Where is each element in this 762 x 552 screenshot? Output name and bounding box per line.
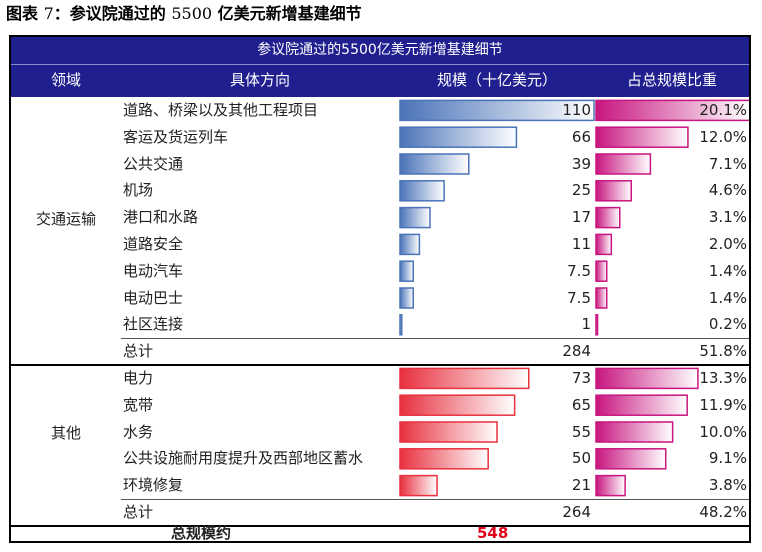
table-header: 参议院通过的5500亿美元新增基建细节 领域 具体方向 规模（十亿美元） 占总规…: [11, 37, 749, 97]
figure-text-2: 亿美元新增基建细节: [212, 4, 362, 23]
share-bar: [595, 153, 652, 175]
share-label: 1.4%: [708, 288, 747, 307]
share-label: 20.1%: [699, 101, 747, 119]
row-label: 道路、桥梁以及其他工程项目: [123, 101, 319, 119]
value-label: 73: [571, 369, 591, 387]
share-bar: [595, 180, 632, 202]
share-label: 2.0%: [708, 235, 747, 253]
value-label: 50: [571, 449, 591, 468]
share-label: 10.0%: [699, 422, 747, 441]
value-bar: [399, 314, 403, 336]
value-bar: [399, 126, 518, 148]
infrastructure-table: 参议院通过的5500亿美元新增基建细节 领域 具体方向 规模（十亿美元） 占总规…: [9, 35, 751, 543]
share-label: 12.0%: [699, 127, 747, 146]
share-bar: [595, 474, 626, 497]
table-title: 参议院通过的5500亿美元新增基建细节: [257, 42, 503, 58]
value-bar: [399, 233, 421, 256]
row-label: 道路安全: [123, 235, 184, 253]
total-share: 48.2%: [699, 503, 747, 521]
value-bar: [399, 180, 445, 202]
share-label: 9.1%: [708, 449, 747, 468]
share-label: 11.9%: [699, 395, 747, 414]
grand-total-value: 548: [477, 524, 509, 542]
figure-caption: 图表 7：参议院通过的 5500 亿美元新增基建细节: [6, 2, 362, 26]
row-label: 电力: [123, 369, 154, 387]
share-bar: [595, 448, 667, 470]
share-label: 7.1%: [708, 154, 747, 173]
total-share: 51.8%: [699, 342, 747, 361]
row-label: 社区连接: [123, 315, 184, 334]
share-bar: [595, 233, 613, 256]
value-bar: [399, 421, 498, 443]
figure-number: 7: [43, 4, 54, 23]
value-label: 7.5: [567, 288, 591, 307]
share-label: 3.1%: [708, 208, 747, 227]
share-bar: [595, 421, 674, 443]
value-bar: [399, 448, 489, 470]
grand-total-label: 总规模约: [171, 524, 232, 542]
value-bar: [399, 474, 438, 497]
value-label: 55: [571, 422, 591, 441]
row-label: 港口和水路: [123, 208, 199, 227]
share-bar: [595, 394, 688, 416]
share-label: 3.8%: [708, 476, 747, 495]
total-divider: [121, 338, 749, 340]
value-label: 25: [571, 181, 591, 200]
value-bar: [399, 287, 414, 309]
value-label: 1: [581, 315, 591, 334]
figure-label: 图表: [6, 4, 39, 23]
bar-layer: [399, 99, 749, 497]
share-label: 0.2%: [708, 315, 747, 334]
value-label: 11: [571, 235, 591, 253]
section-divider: [11, 524, 749, 527]
value-label: 65: [571, 395, 591, 414]
header-direction: 具体方向: [229, 71, 290, 89]
value-label: 66: [571, 127, 591, 146]
section-divider: [11, 364, 749, 366]
row-label: 客运及货运列车: [123, 127, 229, 146]
share-label: 4.6%: [708, 181, 747, 200]
value-bar: [399, 206, 431, 229]
share-bar: [595, 99, 749, 122]
value-bar: [399, 394, 516, 416]
row-label: 宽带: [123, 395, 154, 414]
value-bar: [399, 99, 595, 122]
total-label: 总计: [123, 342, 154, 361]
figure-text: ：参议院通过的: [53, 4, 166, 23]
share-bar: [595, 260, 608, 282]
total-value: 284: [562, 342, 591, 361]
domain-label: 交通运输: [35, 209, 96, 228]
domain-label: 其他: [50, 424, 81, 442]
total-value: 264: [562, 503, 591, 521]
figure-amount: 5500: [171, 4, 213, 23]
value-label: 17: [571, 208, 591, 227]
share-label: 1.4%: [708, 261, 747, 280]
header-domain: 领域: [50, 71, 81, 89]
row-label: 环境修复: [123, 476, 184, 495]
row-label: 公共交通: [123, 154, 184, 173]
share-bar: [595, 206, 621, 229]
share-label: 13.3%: [699, 369, 747, 387]
share-bar: [595, 314, 599, 336]
value-label: 39: [571, 154, 591, 173]
share-bar: [595, 367, 699, 390]
total-label: 总计: [123, 503, 154, 521]
row-label: 机场: [123, 181, 154, 200]
row-label: 公共设施耐用度提升及西部地区蓄水: [123, 449, 364, 468]
value-bar: [399, 260, 414, 282]
total-divider: [121, 499, 749, 500]
value-label: 21: [571, 476, 591, 495]
value-label: 110: [562, 101, 591, 119]
value-bar: [399, 367, 530, 390]
value-label: 7.5: [567, 261, 591, 280]
row-label: 水务: [123, 422, 154, 441]
row-label: 电动汽车: [123, 261, 184, 280]
share-bar: [595, 126, 689, 148]
row-label: 电动巴士: [123, 288, 184, 307]
share-bar: [595, 287, 608, 309]
value-bar: [399, 153, 470, 175]
header-share: 占总规模比重: [626, 71, 717, 89]
header-divider: [11, 64, 749, 65]
header-scale: 规模（十亿美元）: [436, 71, 557, 89]
